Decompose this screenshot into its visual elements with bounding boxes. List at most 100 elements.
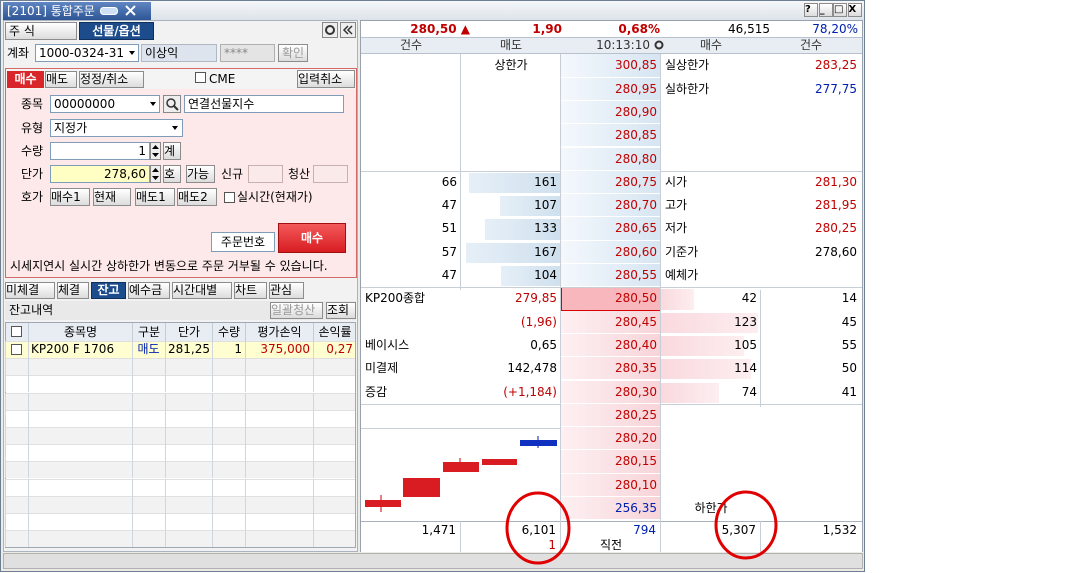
checkbox[interactable] (11, 344, 22, 355)
window-tab[interactable]: [2101] 통합주문 (3, 2, 151, 20)
dropdown-arrow[interactable] (129, 51, 135, 55)
price: 280,75 (615, 174, 657, 189)
price-cell (561, 310, 661, 334)
field-label: 유형 (21, 121, 44, 135)
column-divider (132, 495, 133, 513)
column-divider (245, 513, 246, 530)
spinner[interactable] (152, 145, 159, 157)
market-tab-active[interactable]: 선물/옵션 (79, 22, 154, 40)
account-select[interactable]: 1000-0324-31 (35, 44, 139, 62)
bottom-tab[interactable]: 예수금 (128, 282, 170, 299)
window-button[interactable]: _ (818, 3, 833, 17)
buy-count: 45 (841, 314, 857, 329)
sell-qty: 107 (534, 198, 557, 213)
bottom-tab[interactable]: 차트 (234, 282, 267, 299)
dropdown-arrow[interactable] (127, 45, 137, 61)
window-button[interactable]: ? (804, 3, 818, 17)
bottom-tab[interactable]: 관심 (269, 282, 304, 299)
spinner[interactable] (150, 142, 161, 160)
buy-qty: 74 (741, 384, 757, 399)
tab-icon (100, 7, 118, 15)
spinner[interactable] (150, 165, 161, 183)
cancel-input-button[interactable]: 입력취소 (297, 70, 355, 88)
settings-icon[interactable] (322, 22, 338, 38)
settings-icon[interactable] (654, 40, 664, 50)
confirm-button[interactable]: 확인 (278, 44, 308, 62)
sell-qty: 104 (534, 268, 557, 282)
price: 280,70 (615, 198, 657, 213)
type-select[interactable]: 지정가 (50, 119, 183, 137)
column-header: 건수 (799, 38, 823, 52)
checkbox[interactable] (11, 326, 22, 337)
dropdown-arrow[interactable] (172, 126, 178, 130)
query-button[interactable]: 조회 (326, 302, 356, 319)
search-button[interactable] (166, 98, 176, 108)
dropdown-arrow[interactable] (148, 96, 158, 112)
collapse-icon[interactable] (342, 25, 353, 35)
settings-icon[interactable] (322, 22, 338, 38)
new-box (248, 165, 283, 183)
submit-button[interactable]: 매수 (278, 223, 346, 253)
info-label: 기준가 (665, 244, 699, 259)
checkbox[interactable] (11, 326, 22, 337)
column-divider (28, 392, 29, 410)
dropdown-arrow[interactable] (150, 102, 156, 106)
price: 280,65 (615, 221, 657, 236)
tab-close[interactable] (125, 5, 136, 16)
bottom-tab-active[interactable]: 잔고 (91, 282, 126, 299)
price-input[interactable]: 278,60 (50, 165, 150, 183)
search-button[interactable] (173, 105, 179, 111)
order-tab-active[interactable]: 매수 (7, 71, 44, 88)
settings-icon[interactable] (653, 39, 665, 51)
quote-button[interactable]: 현재 (93, 188, 131, 206)
table-cell: 매도 (137, 342, 160, 356)
dropdown-arrow[interactable] (170, 120, 180, 136)
checkbox[interactable] (195, 72, 206, 83)
qty-calc-button[interactable]: 계 (163, 142, 181, 160)
bottom-tab[interactable]: 시간대별 (172, 282, 232, 299)
quote-button[interactable]: 매도1 (135, 188, 175, 206)
available-button[interactable]: 가능 (186, 165, 215, 183)
last-trade: 794 (633, 523, 656, 537)
spacer (0, 41, 6, 42)
order-tab[interactable]: 매도 (45, 71, 77, 88)
checkbox[interactable] (195, 72, 206, 83)
index-label: 증감 (365, 384, 388, 399)
info-label: 시가 (665, 174, 688, 189)
spinner[interactable] (150, 142, 161, 160)
price: 280,40 (615, 337, 657, 352)
settings-icon[interactable] (325, 25, 335, 35)
sell-qty: 133 (534, 221, 557, 236)
tab-close[interactable] (125, 5, 136, 16)
quote-button[interactable]: 매도2 (177, 188, 217, 206)
search-button[interactable] (163, 95, 181, 113)
sell-volume-bar (501, 266, 560, 287)
checkbox[interactable] (224, 192, 235, 203)
symbol-select[interactable]: 00000000 (50, 95, 160, 113)
bottom-tab[interactable]: 체결 (57, 282, 89, 299)
bottom-tab[interactable]: 미체결 (5, 282, 55, 299)
close-label: 청산 (288, 167, 311, 181)
column-divider (5, 478, 6, 496)
spinner[interactable] (150, 165, 161, 183)
quote-button[interactable]: 매수1 (50, 188, 90, 206)
window-button[interactable]: □ (833, 3, 847, 17)
spinner[interactable] (152, 168, 159, 180)
order-tab[interactable]: 정정/취소 (79, 71, 144, 88)
checkbox[interactable] (11, 344, 22, 355)
password[interactable]: **** (220, 44, 275, 62)
window-button[interactable]: X (847, 3, 862, 17)
collapse-icon[interactable] (340, 22, 356, 38)
order-number: 주문번호 (211, 232, 275, 252)
column-divider (5, 427, 6, 444)
liquidate-all-button[interactable]: 일괄청산 (270, 302, 323, 319)
sell-volume-bar (466, 242, 560, 263)
market-tab[interactable]: 주 식 (5, 22, 77, 40)
price-tick-button[interactable]: 호 (163, 165, 181, 183)
checkbox[interactable] (224, 192, 235, 203)
price-cell (561, 450, 661, 474)
column-divider (28, 375, 29, 393)
qty-input[interactable]: 1 (50, 142, 150, 160)
column-divider (165, 461, 166, 479)
column-divider (212, 513, 213, 530)
